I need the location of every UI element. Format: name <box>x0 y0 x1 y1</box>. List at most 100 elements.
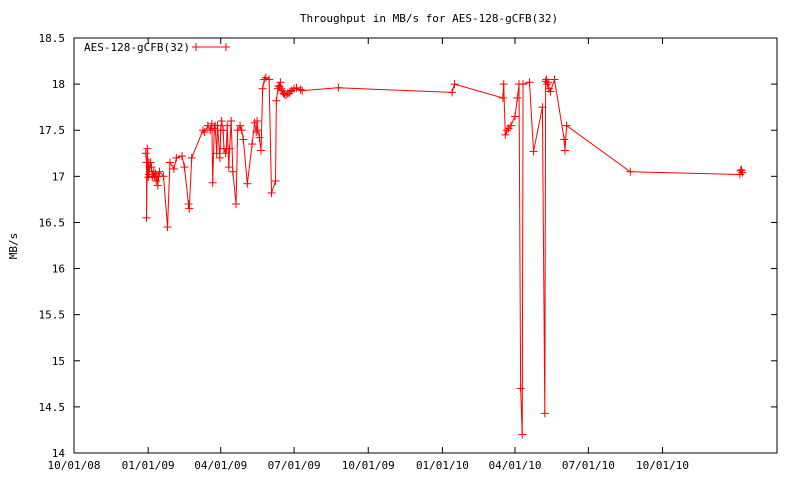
data-point <box>267 188 276 197</box>
data-point <box>502 126 511 135</box>
data-point <box>258 84 267 93</box>
y-tick-label: 15 <box>52 355 65 368</box>
data-point <box>334 83 343 92</box>
data-point <box>544 78 553 87</box>
data-point <box>738 168 747 177</box>
x-tick-label: 01/01/09 <box>122 459 175 472</box>
data-point <box>506 121 515 130</box>
data-point <box>736 166 745 175</box>
data-point <box>153 181 162 190</box>
data-point <box>239 135 248 144</box>
x-tick-label: 10/01/09 <box>342 459 395 472</box>
data-point <box>215 153 224 162</box>
data-point <box>146 158 155 167</box>
legend-marker <box>222 43 230 51</box>
data-point <box>212 149 221 158</box>
x-tick-label: 07/01/10 <box>562 459 615 472</box>
data-point <box>225 144 234 153</box>
data-point <box>525 78 534 87</box>
x-tick-label: 04/01/10 <box>488 459 541 472</box>
data-point <box>550 75 559 84</box>
data-point <box>448 88 457 97</box>
y-tick-label: 18.5 <box>39 32 66 45</box>
legend-label: AES-128-gCFB(32) <box>84 41 190 54</box>
data-point <box>227 117 236 125</box>
x-tick-label: 10/01/10 <box>636 459 689 472</box>
data-point <box>296 85 305 94</box>
y-axis-label: MB/s <box>7 233 20 260</box>
data-point <box>198 126 207 135</box>
data-point <box>221 149 230 158</box>
data-point <box>282 91 291 100</box>
data-point <box>450 80 459 89</box>
data-point <box>236 121 245 130</box>
data-point <box>178 152 187 161</box>
legend: AES-128-gCFB(32) <box>84 41 230 54</box>
data-point <box>510 112 519 121</box>
data-point <box>169 164 178 173</box>
data-point <box>237 126 246 135</box>
data-point <box>187 153 196 162</box>
data-point <box>261 73 270 82</box>
y-tick-label: 14 <box>52 447 66 460</box>
data-point <box>519 80 528 89</box>
data-point <box>172 153 181 162</box>
legend-marker <box>192 43 200 51</box>
data-point <box>165 158 174 167</box>
data-point <box>501 130 510 139</box>
x-tick-label: 10/01/08 <box>48 459 101 472</box>
y-tick-label: 14.5 <box>39 401 66 414</box>
data-point <box>147 163 156 172</box>
data-point <box>272 96 281 105</box>
data-point <box>248 140 257 149</box>
data-point <box>277 84 286 93</box>
data-point <box>180 163 189 172</box>
data-point <box>208 178 217 187</box>
y-tick-label: 18 <box>52 78 65 91</box>
data-point <box>538 103 547 112</box>
data-point <box>255 133 264 142</box>
data-point <box>159 172 168 181</box>
data-point <box>271 176 280 185</box>
y-axis: 14 14.5 15 15.5 16 16.5 17 17.5 18 18.5 <box>39 32 777 460</box>
series-layer <box>141 73 747 439</box>
data-point <box>292 83 301 92</box>
y-tick-label: 17 <box>52 170 65 183</box>
series-line <box>145 77 743 435</box>
data-point <box>626 167 635 176</box>
data-point <box>546 87 555 96</box>
data-point <box>232 200 241 208</box>
data-point <box>243 179 252 188</box>
y-tick-label: 16.5 <box>39 216 66 229</box>
data-point <box>298 86 307 95</box>
data-point <box>141 149 150 158</box>
data-point <box>203 121 212 130</box>
data-point <box>163 223 172 232</box>
data-point <box>560 135 569 144</box>
data-point <box>560 146 569 155</box>
data-point <box>499 80 508 89</box>
data-point <box>529 147 538 156</box>
data-point <box>223 121 232 130</box>
data-point <box>518 430 527 439</box>
x-tick-label: 01/01/10 <box>416 459 469 472</box>
data-point <box>498 93 507 102</box>
data-point <box>219 126 228 135</box>
y-tick-label: 16 <box>52 263 65 276</box>
data-point <box>286 87 295 96</box>
data-point <box>217 117 226 125</box>
plot-frame <box>73 37 778 454</box>
x-tick-label: 07/01/09 <box>268 459 321 472</box>
data-point <box>543 80 552 89</box>
data-point <box>142 213 151 222</box>
data-point <box>184 200 193 208</box>
y-tick-label: 17.5 <box>39 124 66 137</box>
data-point <box>228 167 237 176</box>
data-point <box>252 128 261 137</box>
x-tick-label: 04/01/09 <box>194 459 247 472</box>
data-point <box>540 409 549 418</box>
data-point <box>207 119 216 128</box>
data-point <box>257 146 266 155</box>
data-point <box>276 78 285 87</box>
